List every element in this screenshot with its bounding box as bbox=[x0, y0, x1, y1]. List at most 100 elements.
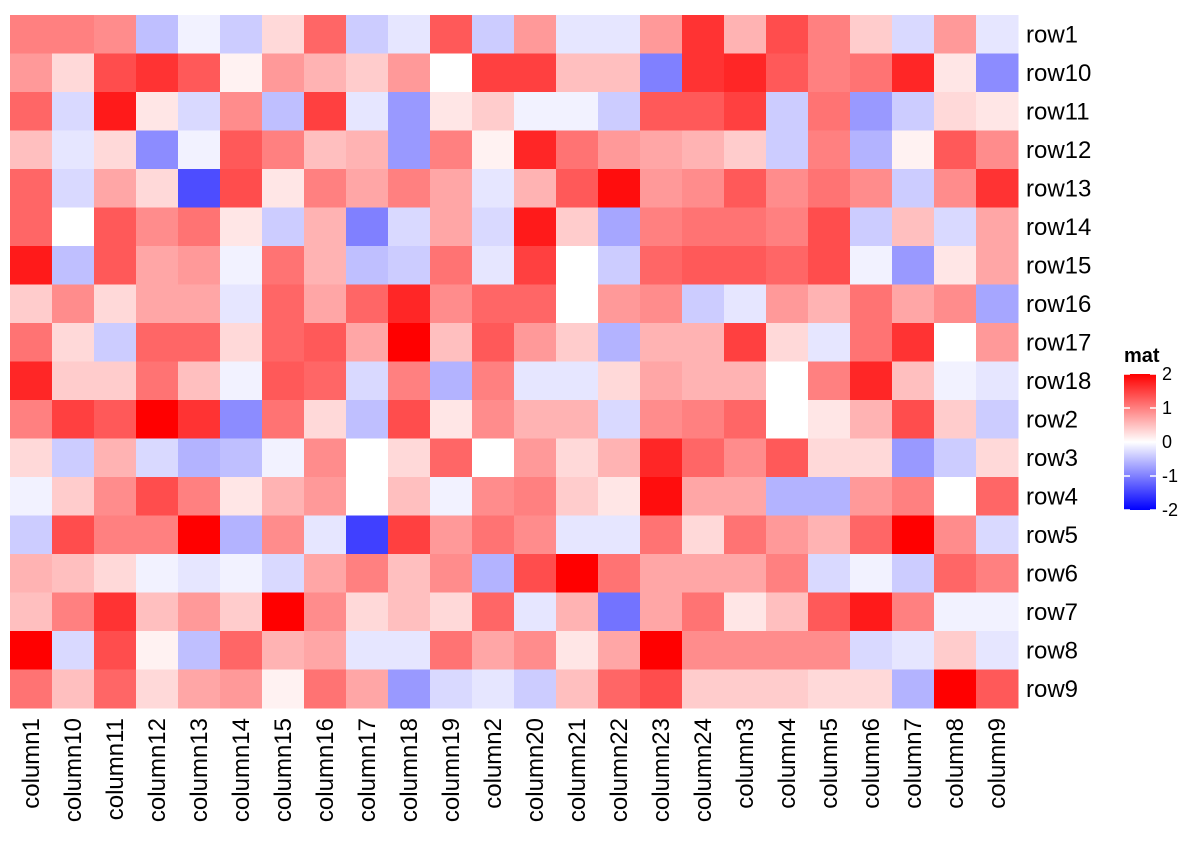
heatmap-cell-row17-column24 bbox=[682, 323, 725, 362]
heatmap-cell-row9-column1 bbox=[10, 669, 53, 709]
heatmap-cell-row10-column11 bbox=[94, 53, 137, 93]
row-label: row18 bbox=[1026, 368, 1091, 395]
heatmap-cell-row17-column9 bbox=[976, 323, 1019, 362]
heatmap-cell-row13-column8 bbox=[934, 169, 977, 208]
heatmap-cell-row13-column16 bbox=[304, 169, 347, 208]
row-label: row8 bbox=[1026, 637, 1078, 664]
column-label: column14 bbox=[228, 718, 255, 822]
heatmap-cell-row17-column23 bbox=[640, 323, 683, 362]
heatmap-cell-row7-column21 bbox=[556, 592, 599, 632]
heatmap-cell-row2-column20 bbox=[514, 400, 557, 439]
heatmap-cell-row13-column7 bbox=[892, 169, 935, 208]
heatmap-cell-row4-column23 bbox=[640, 477, 683, 516]
heatmap-cell-row7-column2 bbox=[472, 592, 515, 632]
heatmap-cell-row6-column3 bbox=[724, 554, 767, 593]
heatmap-cell-row2-column1 bbox=[10, 400, 53, 439]
heatmap-cell-row11-column22 bbox=[598, 92, 641, 131]
heatmap-cell-row16-column23 bbox=[640, 284, 683, 324]
heatmap-cell-row12-column6 bbox=[850, 130, 893, 170]
heatmap-cell-row9-column12 bbox=[136, 669, 179, 709]
heatmap-cell-row11-column3 bbox=[724, 92, 767, 131]
heatmap-cell-row10-column13 bbox=[178, 53, 221, 93]
heatmap-cell-row12-column13 bbox=[178, 130, 221, 170]
row-label: row16 bbox=[1026, 291, 1091, 318]
heatmap-cell-row15-column23 bbox=[640, 246, 683, 285]
heatmap-cell-row8-column11 bbox=[94, 631, 137, 670]
heatmap-cell-row8-column16 bbox=[304, 631, 347, 670]
column-label: column4 bbox=[774, 718, 801, 809]
heatmap-cell-row3-column1 bbox=[10, 438, 53, 478]
heatmap-cell-row5-column24 bbox=[682, 515, 725, 555]
heatmap-cell-row13-column18 bbox=[388, 169, 431, 208]
heatmap-cell-row10-column20 bbox=[514, 53, 557, 93]
heatmap-cell-row2-column17 bbox=[346, 400, 389, 439]
heatmap-cell-row7-column19 bbox=[430, 592, 473, 632]
heatmap-cell-row10-column14 bbox=[220, 53, 263, 93]
heatmap-cell-row2-column9 bbox=[976, 400, 1019, 439]
heatmap-cell-row14-column10 bbox=[52, 207, 95, 247]
column-label: column22 bbox=[606, 718, 633, 822]
heatmap-cell-row12-column7 bbox=[892, 130, 935, 170]
heatmap-cell-row14-column22 bbox=[598, 207, 641, 247]
heatmap-cell-row4-column4 bbox=[766, 477, 809, 516]
heatmap-cell-row5-column13 bbox=[178, 515, 221, 555]
heatmap-cell-row1-column5 bbox=[808, 15, 851, 54]
heatmap-cell-row8-column8 bbox=[934, 631, 977, 670]
heatmap-cell-row9-column20 bbox=[514, 669, 557, 709]
heatmap-cell-row15-column6 bbox=[850, 246, 893, 285]
heatmap-cell-row17-column16 bbox=[304, 323, 347, 362]
heatmap-cell-row10-column17 bbox=[346, 53, 389, 93]
heatmap-cell-row18-column15 bbox=[262, 361, 305, 401]
heatmap-cell-row2-column19 bbox=[430, 400, 473, 439]
heatmap-cell-row18-column18 bbox=[388, 361, 431, 401]
heatmap-cell-row18-column6 bbox=[850, 361, 893, 401]
heatmap-cell-row8-column4 bbox=[766, 631, 809, 670]
heatmap-cell-row9-column10 bbox=[52, 669, 95, 709]
heatmap-cell-row17-column7 bbox=[892, 323, 935, 362]
heatmap-cell-row18-column5 bbox=[808, 361, 851, 401]
heatmap-cell-row18-column1 bbox=[10, 361, 53, 401]
heatmap-cell-row13-column10 bbox=[52, 169, 95, 208]
heatmap-cell-row14-column13 bbox=[178, 207, 221, 247]
heatmap-cell-row6-column5 bbox=[808, 554, 851, 593]
heatmap-cell-row9-column17 bbox=[346, 669, 389, 709]
column-label: column3 bbox=[732, 718, 759, 809]
heatmap-cell-row16-column12 bbox=[136, 284, 179, 324]
heatmap-cell-row4-column13 bbox=[178, 477, 221, 516]
column-label: column17 bbox=[354, 718, 381, 822]
heatmap-cell-row18-column8 bbox=[934, 361, 977, 401]
heatmap-cell-row4-column16 bbox=[304, 477, 347, 516]
heatmap-cell-row15-column11 bbox=[94, 246, 137, 285]
heatmap-cell-row15-column13 bbox=[178, 246, 221, 285]
heatmap-cell-row7-column8 bbox=[934, 592, 977, 632]
heatmap-cell-row1-column4 bbox=[766, 15, 809, 54]
heatmap-cell-row10-column12 bbox=[136, 53, 179, 93]
heatmap-cell-row1-column16 bbox=[304, 15, 347, 54]
heatmap-cell-row3-column22 bbox=[598, 438, 641, 478]
heatmap-cell-row11-column15 bbox=[262, 92, 305, 131]
heatmap-cell-row11-column6 bbox=[850, 92, 893, 131]
heatmap-cell-row1-column7 bbox=[892, 15, 935, 54]
heatmap-cell-row11-column7 bbox=[892, 92, 935, 131]
heatmap-cell-row16-column24 bbox=[682, 284, 725, 324]
heatmap-cell-row3-column5 bbox=[808, 438, 851, 478]
heatmap-cell-row6-column18 bbox=[388, 554, 431, 593]
heatmap-cell-row13-column20 bbox=[514, 169, 557, 208]
heatmap-cell-row6-column9 bbox=[976, 554, 1019, 593]
heatmap-cell-row2-column21 bbox=[556, 400, 599, 439]
heatmap-cell-row6-column14 bbox=[220, 554, 263, 593]
heatmap-cell-row17-column19 bbox=[430, 323, 473, 362]
heatmap-cell-row1-column20 bbox=[514, 15, 557, 54]
heatmap-cell-row5-column9 bbox=[976, 515, 1019, 555]
heatmap-cell-row2-column4 bbox=[766, 400, 809, 439]
heatmap-cell-row15-column16 bbox=[304, 246, 347, 285]
column-label: column7 bbox=[900, 718, 927, 809]
heatmap-cell-row7-column5 bbox=[808, 592, 851, 632]
heatmap-cell-row3-column9 bbox=[976, 438, 1019, 478]
heatmap-cell-row17-column3 bbox=[724, 323, 767, 362]
heatmap-cell-row17-column5 bbox=[808, 323, 851, 362]
heatmap-cell-row7-column4 bbox=[766, 592, 809, 632]
heatmap-cell-row2-column11 bbox=[94, 400, 137, 439]
heatmap-cell-row7-column10 bbox=[52, 592, 95, 632]
heatmap-cell-row2-column12 bbox=[136, 400, 179, 439]
